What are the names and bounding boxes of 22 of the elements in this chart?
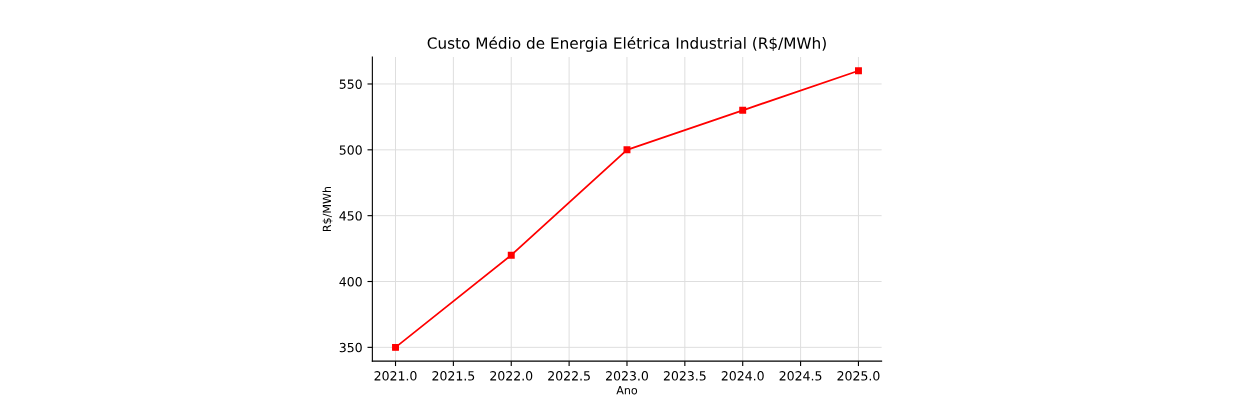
x-axis-title: Ano [616, 386, 638, 395]
x-tick-label: 2021.5 [432, 371, 475, 381]
y-tick-label: 350 [339, 342, 362, 353]
point [623, 146, 631, 154]
x-tick-label: 2022.0 [490, 371, 533, 381]
point [739, 106, 747, 114]
chart-title: Custo Médio de Energia Elétrica Industrial (R$/MWh) [427, 36, 826, 52]
y-tick-label: 450 [339, 211, 362, 221]
x-tick-label: 2024.5 [779, 371, 822, 381]
x-tick-label: 2023.0 [606, 371, 649, 381]
x-tick-label: 2023.5 [663, 371, 706, 381]
y-tick-label: 400 [339, 276, 362, 287]
y-tick-label: 500 [339, 145, 362, 155]
y-axis-title: R$/MWh [322, 186, 333, 232]
x-tick-label: 2021.0 [374, 371, 417, 381]
x-tick-label: 2025.0 [837, 371, 880, 381]
y-tick-label: 550 [339, 79, 362, 89]
x-tick-label: 2022.5 [548, 371, 590, 381]
point [392, 343, 399, 351]
point [507, 251, 515, 259]
point [854, 67, 862, 75]
x-tick-label: 2024.0 [721, 371, 764, 381]
